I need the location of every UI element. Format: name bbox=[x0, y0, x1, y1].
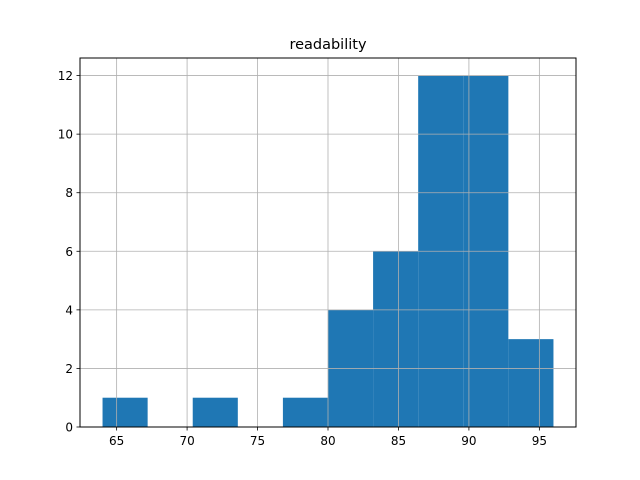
y-tick-label: 12 bbox=[58, 69, 73, 83]
x-tick-label: 95 bbox=[532, 434, 547, 448]
y-tick-label: 2 bbox=[65, 362, 73, 376]
histogram-bar bbox=[102, 397, 148, 427]
x-tick-label: 75 bbox=[250, 434, 265, 448]
y-tick-label: 0 bbox=[65, 421, 73, 435]
x-tick-label: 80 bbox=[320, 434, 335, 448]
histogram-bar bbox=[282, 397, 328, 427]
chart-title: readability bbox=[289, 37, 367, 53]
grid-layer bbox=[80, 58, 576, 428]
histogram-bar bbox=[192, 397, 238, 427]
x-tick-label: 90 bbox=[461, 434, 476, 448]
y-tick-label: 6 bbox=[65, 245, 73, 259]
x-axis: 65 70 75 80 85 90 95 bbox=[109, 427, 547, 448]
x-tick-label: 85 bbox=[391, 434, 406, 448]
y-tick-label: 4 bbox=[65, 303, 73, 317]
y-tick-label: 8 bbox=[65, 186, 73, 200]
histogram-bar bbox=[508, 339, 554, 427]
y-axis: 0 2 4 6 8 10 12 bbox=[58, 69, 80, 435]
x-tick-label: 70 bbox=[179, 434, 194, 448]
y-tick-label: 10 bbox=[58, 128, 73, 142]
x-tick-label: 65 bbox=[109, 434, 124, 448]
histogram-bar bbox=[373, 251, 419, 427]
